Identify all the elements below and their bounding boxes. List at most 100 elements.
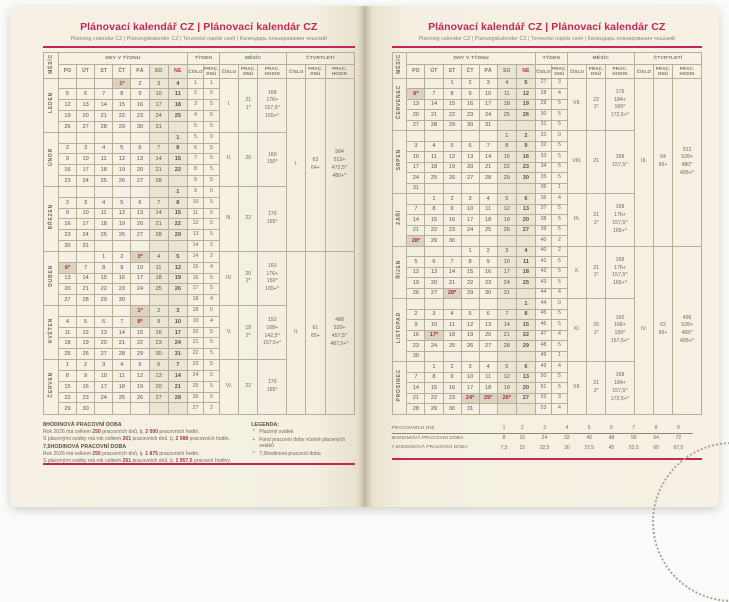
day-cell: 15 — [57, 380, 78, 393]
week-number-cell: 51 — [535, 382, 552, 394]
calendar-table: MĚSÍC DNY V TÝDNU TÝDEN MĚSÍC ČTVRTLETÍ PO ÚT S… — [43, 51, 355, 415]
day-cell — [130, 240, 150, 252]
week-row: 10 11 12 13 14 15 16 33 5 — [392, 151, 702, 163]
week-number-cell: 40 — [535, 245, 552, 258]
span-element: ČERVENEC — [396, 84, 403, 119]
day-cell: 27 — [515, 392, 537, 405]
week-number-cell: 44 — [535, 287, 552, 300]
day-name-header: PÁ — [478, 63, 498, 79]
reference-value-cell: 48 — [608, 435, 615, 442]
day-cell: 2 — [57, 142, 78, 155]
day-cell: 14 — [167, 369, 188, 382]
day-cell: 21 — [167, 380, 188, 393]
day-name-header: ÚT — [76, 63, 96, 79]
day-cell: 6 — [515, 193, 537, 205]
day-cell: 29 — [94, 294, 114, 306]
week-number-cell: 28 — [535, 88, 552, 100]
day-cell — [478, 182, 498, 195]
day-cell: 22 — [94, 283, 114, 296]
quarter-workdays-cell: 63 64+ — [305, 77, 326, 252]
day-cell: 7 — [442, 256, 462, 268]
day-cell: 30 — [442, 235, 462, 247]
day-cell: 4 — [515, 245, 537, 258]
day-cell: 20 — [515, 382, 537, 394]
day-cell: 22 — [167, 218, 188, 231]
week-workdays-cell: 5 — [550, 214, 568, 226]
day-cell: 21 — [442, 277, 462, 289]
week-workdays-cell: 1 — [550, 182, 568, 195]
week-workdays-cell: 5 — [202, 272, 220, 285]
reference-value-cell: 32 — [564, 435, 570, 442]
week-row: 21 22 23 24* 25* 26* 27 52 3 — [392, 392, 702, 405]
reference-value-cell: 24 — [541, 435, 548, 442]
day-cell: 5 — [442, 140, 462, 153]
week-number-cell: 12 — [186, 218, 204, 231]
day-cell: 20 — [148, 380, 169, 393]
day-cell: 5 — [515, 77, 537, 90]
day-cell: 7 — [167, 359, 188, 371]
day-cell: 3 — [478, 77, 498, 90]
day-cell: 1 — [515, 298, 537, 310]
day-cell: 16 — [442, 382, 462, 394]
strong-element: 250 — [92, 450, 101, 457]
day-cell — [496, 298, 517, 310]
legend-item: ^ 7,5hodinová pracovní doba — [251, 451, 354, 457]
day-cell: 8 — [460, 256, 480, 268]
day-cell: 7 — [94, 88, 114, 101]
day-cell: 10 — [76, 207, 96, 220]
month-workdays-cell: 20 2* — [238, 250, 259, 306]
week-row: 17 18 19 20 21 22 23 34 5 — [392, 161, 702, 174]
reference-value-cell: 8 — [648, 423, 665, 434]
week-number-cell: 38 — [535, 214, 552, 226]
day-cell — [515, 235, 537, 247]
day-cell: 9 — [515, 140, 537, 153]
day-cell: 14 — [496, 319, 517, 331]
day-cell — [442, 350, 462, 363]
week-workdays-cell: 5 — [550, 308, 568, 321]
day-cell: 21 — [112, 337, 132, 350]
thead-element: MĚSÍC DNY V TÝDNU TÝDEN MĚSÍC ČTVRTLETÍ PO ÚT S… — [391, 51, 703, 79]
day-cell: 12 — [167, 261, 188, 274]
day-cell: 12 — [57, 99, 78, 112]
day-cell: 3 — [94, 359, 114, 371]
day-cell: 9 — [76, 369, 96, 382]
week-number-cell: 21 — [186, 337, 204, 350]
day-cell — [94, 77, 114, 90]
reference-value-cell: 72 — [675, 435, 682, 442]
day-cell: 29 — [112, 120, 132, 133]
week-workdays-cell: 2 — [202, 250, 220, 263]
day-cell — [148, 294, 169, 306]
day-cell: 10 — [424, 319, 444, 331]
day-cell: 15 — [130, 326, 150, 339]
week-number-cell: 18 — [186, 304, 204, 317]
day-cell: 1 — [424, 193, 444, 205]
week-workdays-cell: 5 — [202, 380, 220, 393]
month-workdays-cell: 19 2* — [238, 304, 259, 361]
day-cell — [94, 304, 114, 317]
day-cell: 25 — [167, 110, 188, 122]
day-cell: 24 — [496, 277, 517, 289]
reference-value-cell: 7 — [619, 423, 648, 434]
week-workdays-cell: 0 — [550, 298, 568, 310]
day-cell: 26 — [515, 109, 537, 121]
week-number-cell: 43 — [535, 277, 552, 289]
month-hours-cell: 168 176+ 157,5^ 165+^ — [257, 77, 288, 133]
day-cell: 18 — [478, 382, 498, 394]
day-cell: 23 — [57, 175, 78, 187]
day-cell — [130, 294, 150, 306]
day-cell: 10 — [478, 88, 498, 100]
day-cell: 3 — [496, 245, 517, 258]
day-cell: 6 — [478, 308, 498, 321]
reference-value-cell: 4 — [558, 423, 575, 434]
day-cell: 11 — [478, 371, 498, 384]
day-cell: 15 — [112, 99, 132, 112]
day-cell: 3 — [460, 361, 480, 373]
day-cell: 28 — [406, 403, 426, 415]
week-row: 6* 7 8 9 10 11 12 28 4 — [392, 88, 702, 100]
day-cell: 20 — [76, 110, 96, 122]
day-cell — [148, 131, 169, 144]
day-cell: 1 — [167, 185, 188, 198]
day-cell: 13 — [57, 272, 78, 285]
day-cell: 22 — [424, 392, 444, 405]
week-row: 31 36 1 — [392, 182, 702, 195]
